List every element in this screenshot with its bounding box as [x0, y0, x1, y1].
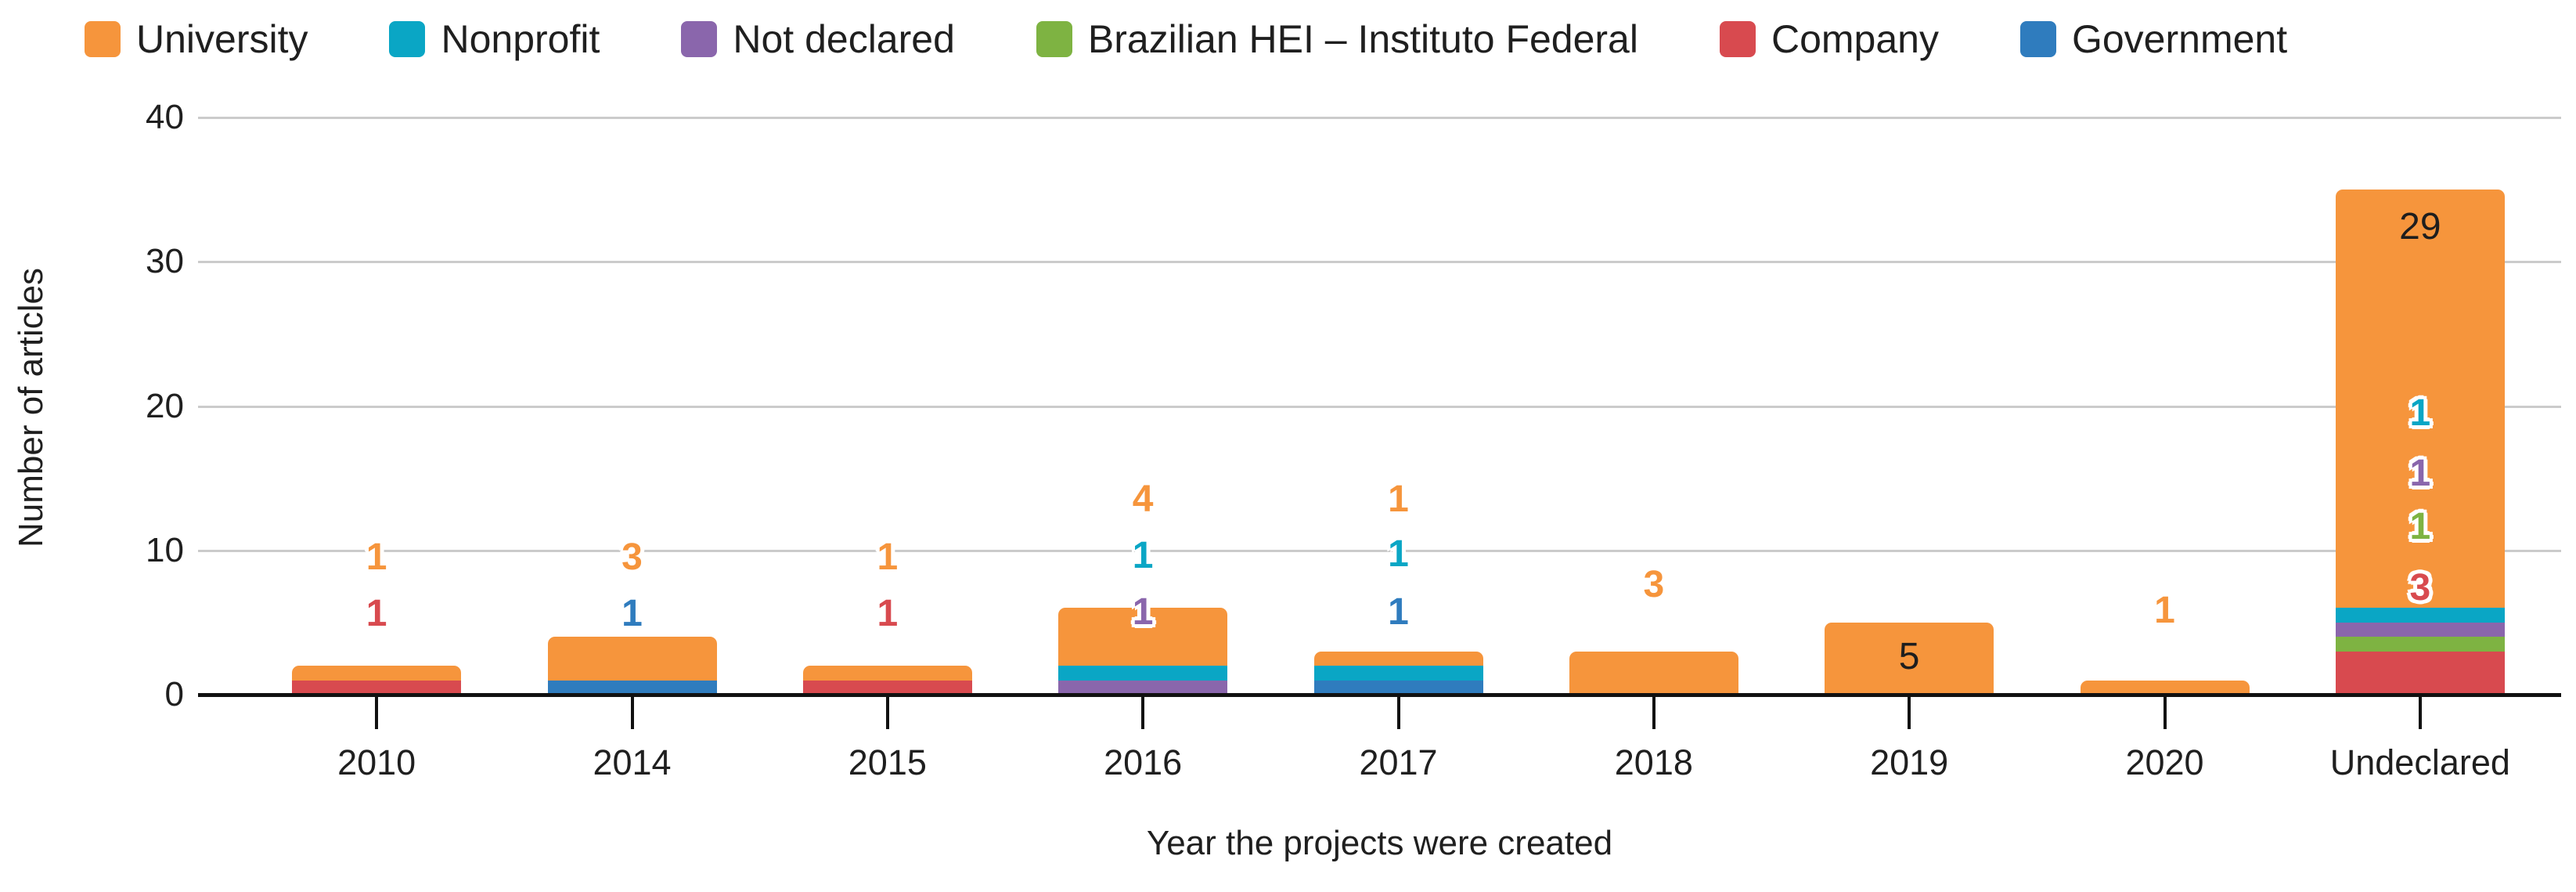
x-tick-label: 2015	[848, 742, 927, 782]
bar-annotation: 1	[2409, 453, 2431, 495]
bar-segment-brazilian_hei	[2335, 637, 2505, 652]
bar-annotation: 1	[2409, 392, 2431, 434]
bar-segment-company	[2335, 651, 2505, 697]
bar-annotation: 1	[621, 592, 643, 634]
y-axis-title: Number of articles	[12, 267, 50, 547]
x-tick-mark	[2418, 693, 2422, 729]
bar-annotation: 3	[1643, 563, 1665, 605]
bar-segment-nonprofit	[1313, 666, 1483, 681]
bar-annotation: 1	[1388, 533, 1409, 576]
x-tick-mark	[1396, 693, 1400, 729]
bar-annotation: 1	[366, 536, 387, 578]
bar-annotation: 1	[877, 536, 899, 578]
bar-segment-university	[1313, 651, 1483, 666]
y-tick-label: 30	[146, 242, 184, 281]
x-tick-mark	[1652, 693, 1655, 729]
legend-item-company: Company	[1719, 17, 1939, 61]
bar-segment-university	[2080, 680, 2250, 697]
x-tick-label: 2020	[2125, 742, 2204, 782]
bar-segment-university	[1569, 651, 1738, 697]
x-axis-title: Year the projects were created	[1146, 824, 1613, 862]
bar-annotation: 29	[2399, 206, 2441, 248]
chart-legend: University Nonprofit Not declared Brazilian…	[85, 17, 2287, 61]
x-tick-label: 2019	[1870, 742, 1949, 782]
bar-annotation: 5	[1898, 636, 1920, 678]
legend-label: Company	[1771, 17, 1939, 61]
bar-segment-university	[1825, 622, 1994, 697]
bar-annotation: 4	[1132, 479, 1154, 521]
legend-label: University	[136, 17, 308, 61]
y-tick-label: 20	[146, 386, 184, 425]
y-tick-label: 40	[146, 98, 184, 136]
legend-label: Not declared	[733, 17, 955, 61]
bar-segment-university	[2335, 190, 2505, 609]
x-tick-label: 2010	[337, 742, 416, 782]
legend-item-brazilian_hei: Brazilian HEI – Instituto Federal	[1036, 17, 1638, 61]
bar-segment-university	[292, 666, 462, 681]
bar-annotation: 1	[1388, 479, 1409, 521]
brazilian_hei-swatch-icon	[1036, 21, 1072, 57]
y-tick-label: 10	[146, 530, 184, 569]
university-swatch-icon	[85, 21, 121, 57]
x-tick-label: 2018	[1614, 742, 1693, 782]
x-tick-mark	[885, 693, 889, 729]
x-tick-mark	[375, 693, 379, 729]
x-tick-label: Undeclared	[2329, 742, 2510, 782]
nonprofit-swatch-icon	[389, 21, 426, 57]
bar-segment-university	[547, 637, 717, 681]
x-tick-label: 2016	[1104, 742, 1183, 782]
legend-label: Brazilian HEI – Instituto Federal	[1087, 17, 1638, 61]
bar-annotation: 1	[2409, 506, 2431, 548]
x-tick-label: 2017	[1359, 742, 1438, 782]
legend-item-not_declared: Not declared	[681, 17, 955, 61]
government-swatch-icon	[2019, 21, 2056, 57]
bar-annotation: 1	[366, 592, 387, 634]
bar-annotation: 1	[877, 592, 899, 634]
bar-annotation: 1	[1388, 590, 1409, 633]
bar-segment-company	[802, 680, 972, 697]
x-tick-mark	[1141, 693, 1145, 729]
bar-segment-not_declared	[2335, 622, 2505, 637]
x-axis-line	[198, 693, 2561, 697]
gridline	[198, 405, 2561, 408]
x-tick-mark	[2163, 693, 2167, 729]
bar-annotation: 3	[2409, 566, 2431, 609]
x-tick-mark	[630, 693, 634, 729]
legend-item-nonprofit: Nonprofit	[389, 17, 600, 61]
y-tick-label: 0	[164, 675, 184, 713]
bar-segment-nonprofit	[1058, 666, 1228, 681]
bar-segment-not_declared	[1058, 680, 1228, 697]
bar-annotation: 1	[2154, 590, 2175, 632]
bar-annotation: 1	[1132, 590, 1154, 633]
gridline	[198, 549, 2561, 552]
company-swatch-icon	[1719, 21, 1756, 57]
legend-label: Nonprofit	[441, 17, 600, 61]
bar-segment-company	[292, 680, 462, 697]
bar-segment-university	[802, 666, 972, 681]
not_declared-swatch-icon	[681, 21, 718, 57]
bar-annotation: 3	[621, 536, 643, 578]
gridline	[198, 261, 2561, 264]
legend-item-government: Government	[2019, 17, 2288, 61]
legend-label: Government	[2071, 17, 2288, 61]
x-tick-label: 2014	[593, 742, 672, 782]
bar-segment-government	[1313, 680, 1483, 697]
bar-segment-government	[547, 680, 717, 697]
bar-segment-nonprofit	[2335, 608, 2505, 623]
x-tick-mark	[1908, 693, 1911, 729]
bar-annotation: 1	[1132, 535, 1154, 577]
bar-segment-university	[1058, 608, 1228, 666]
gridline	[198, 117, 2561, 119]
legend-item-university: University	[85, 17, 308, 61]
